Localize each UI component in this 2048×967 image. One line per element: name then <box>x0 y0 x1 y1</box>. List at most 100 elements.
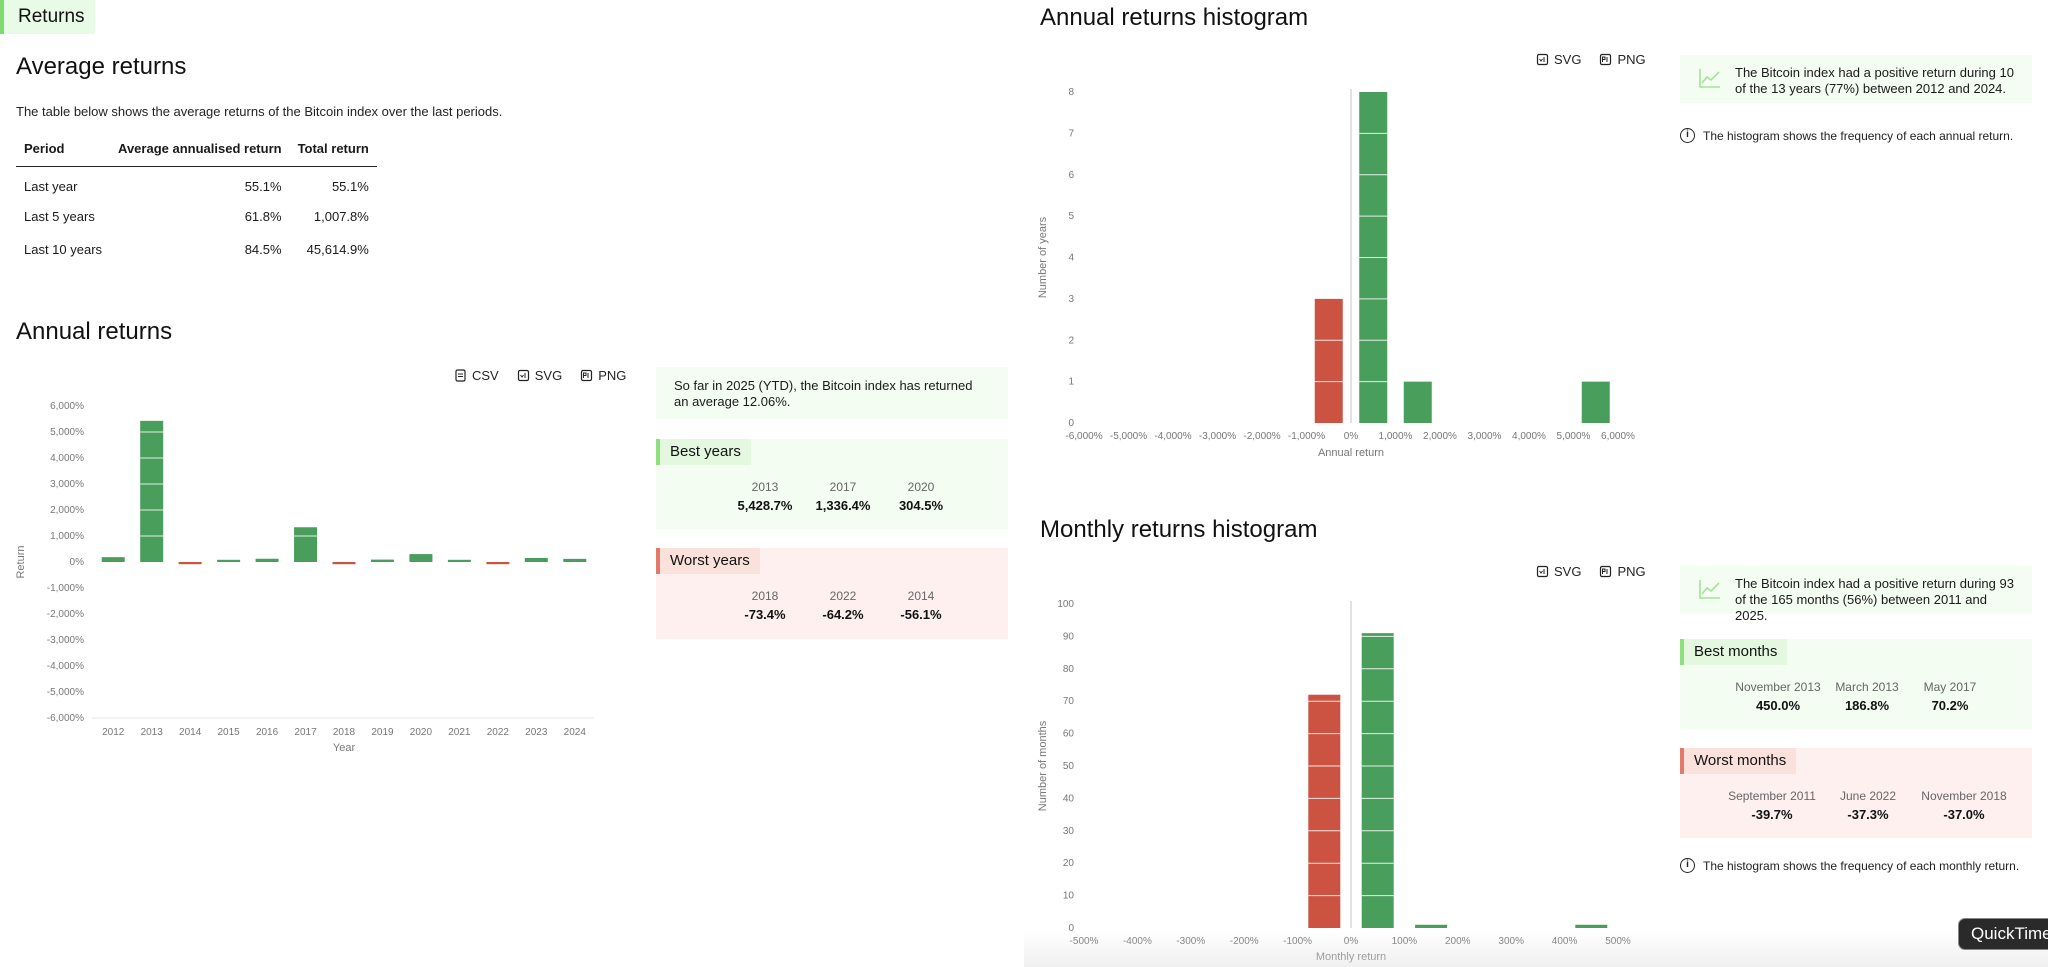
x-tick-label: 2012 <box>102 727 125 738</box>
x-tick-label: 2014 <box>179 727 202 738</box>
stat-item: 2013 5,428.7% <box>726 480 804 513</box>
download-svg-button[interactable]: SVG <box>1536 52 1581 67</box>
svg-label: SVG <box>534 368 563 383</box>
svg-label: SVG <box>1554 564 1582 579</box>
y-tick-label: 90 <box>1063 631 1075 642</box>
stat-label: 2022 <box>829 589 857 603</box>
worst-months-stats: September 2011 -39.7% June 2022 -37.3% Nov… <box>1722 789 2014 822</box>
x-tick-label: -6,000% <box>1065 431 1102 442</box>
stat-value: 1,336.4% <box>815 498 871 513</box>
download-png-button[interactable]: PNG <box>580 368 626 383</box>
x-tick-label: 2018 <box>333 727 356 738</box>
y-tick-label: 5 <box>1068 211 1074 222</box>
x-tick-label: 2024 <box>564 727 587 738</box>
x-tick-label: 6,000% <box>1601 431 1635 442</box>
x-tick-label: 500% <box>1605 936 1631 947</box>
stat-item: 2014 -56.1% <box>882 589 960 622</box>
stat-item: 2017 1,336.4% <box>804 480 882 513</box>
cell-average: 84.5% <box>244 241 282 257</box>
x-tick-label: -2,000% <box>1243 431 1280 442</box>
png-label: PNG <box>598 368 627 383</box>
annual-returns-title: Annual returns <box>16 318 173 345</box>
stat-value: 5,428.7% <box>737 498 793 513</box>
y-tick-label: 3 <box>1068 294 1074 305</box>
bar <box>409 554 433 562</box>
monthly-histogram-info-text: The histogram shows the frequency of eac… <box>1703 858 2020 873</box>
x-tick-label: -100% <box>1283 936 1312 947</box>
best-years-stats: 2013 5,428.7% 2017 1,336.4% 2020 304.5% <box>726 480 960 513</box>
y-tick-label: -1,000% <box>47 583 84 594</box>
worst-months-panel: Worst months September 2011 -39.7% June 2… <box>1680 748 2032 838</box>
worst-years-panel: Worst years 2018 -73.4% 2022 -64.2% 2014 -5… <box>656 548 1008 639</box>
x-tick-label: -400% <box>1123 936 1152 947</box>
y-tick-label: -2,000% <box>47 609 84 620</box>
y-tick-label: 50 <box>1063 761 1075 772</box>
bar <box>486 562 510 565</box>
stat-item: May 2017 70.2% <box>1908 680 1992 713</box>
download-png-button[interactable]: PNG <box>1599 564 1646 579</box>
svg-file-icon <box>1536 565 1549 578</box>
x-tick-label: 100% <box>1392 936 1418 947</box>
y-tick-label: 20 <box>1063 858 1075 869</box>
table-row: Last 5 years 61.8% 1,007.8% <box>16 200 377 233</box>
quicktime-dock-label[interactable]: QuickTime <box>1958 918 2048 950</box>
download-csv-button[interactable]: CSV <box>454 368 499 383</box>
svg-file-icon <box>517 369 529 382</box>
worst-years-title: Worst years <box>656 548 760 574</box>
png-file-icon <box>581 369 593 382</box>
stat-value: 304.5% <box>898 498 944 513</box>
x-tick-label: 400% <box>1552 936 1578 947</box>
png-label: PNG <box>1617 564 1646 579</box>
x-tick-label: -300% <box>1176 936 1205 947</box>
x-tick-label: -5,000% <box>1110 431 1147 442</box>
monthly-histogram-summary: The Bitcoin index had a positive return … <box>1680 566 2032 623</box>
y-axis-label: Number of months <box>1037 720 1049 811</box>
bar <box>370 559 394 562</box>
cell-total: 55.1% <box>331 178 369 194</box>
png-label: PNG <box>1617 52 1646 67</box>
stat-label: 2018 <box>751 589 779 603</box>
histogram-bar <box>1575 924 1608 928</box>
download-png-button[interactable]: PNG <box>1599 52 1646 67</box>
histogram-bar <box>1308 694 1341 928</box>
best-years-panel: Best years 2013 5,428.7% 2017 1,336.4% 202… <box>656 439 1008 529</box>
x-axis-label: Annual return <box>1318 447 1384 459</box>
y-tick-label: -3,000% <box>47 635 84 646</box>
stat-label: March 2013 <box>1835 680 1899 694</box>
histogram-bar <box>1314 298 1343 423</box>
x-tick-label: -200% <box>1230 936 1259 947</box>
download-svg-button[interactable]: SVG <box>1536 564 1581 579</box>
y-tick-label: 60 <box>1063 729 1075 740</box>
stat-label: November 2018 <box>1921 789 2007 803</box>
stat-item: 2022 -64.2% <box>804 589 882 622</box>
histogram-bar <box>1415 924 1448 928</box>
x-tick-label: -4,000% <box>1154 431 1191 442</box>
x-tick-label: 2016 <box>256 727 279 738</box>
ytd-callout: So far in 2025 (YTD), the Bitcoin index … <box>656 367 1008 419</box>
stat-label: September 2011 <box>1728 789 1816 803</box>
annual-histogram-title: Annual returns histogram <box>1040 4 1309 31</box>
stat-item: June 2022 -37.3% <box>1822 789 1914 822</box>
cell-total: 45,614.9% <box>306 241 369 257</box>
monthly-histogram-title: Monthly returns histogram <box>1040 516 1318 543</box>
histogram-bar <box>1581 381 1610 423</box>
download-svg-button[interactable]: SVG <box>517 368 562 383</box>
stat-value: -37.3% <box>1847 807 1889 822</box>
stat-item: November 2013 450.0% <box>1730 680 1826 713</box>
x-tick-label: 0% <box>1344 936 1359 947</box>
y-tick-label: 6 <box>1068 170 1074 181</box>
cell-period: Last 10 years <box>24 241 103 257</box>
info-icon: i <box>1680 128 1695 143</box>
stat-value: -39.7% <box>1751 807 1793 822</box>
y-axis-label: Return <box>15 545 27 578</box>
y-tick-label: 0 <box>1068 418 1074 429</box>
average-returns-table: Period Average annualised return Total r… <box>16 133 377 266</box>
average-returns-description: The table below shows the average return… <box>16 104 503 119</box>
info-icon: i <box>1680 858 1695 873</box>
stat-label: June 2022 <box>1839 789 1897 803</box>
histogram-bar <box>1361 633 1394 928</box>
stat-item: 2018 -73.4% <box>726 589 804 622</box>
monthly-histogram-chart: 0 10 20 30 40 50 60 70 80 90 100 -500% -400% -300% -20… <box>1037 599 1631 963</box>
tab-returns[interactable]: Returns <box>0 0 95 34</box>
monthly-histogram-export-toolbar: SVG PNG <box>1536 564 1646 579</box>
